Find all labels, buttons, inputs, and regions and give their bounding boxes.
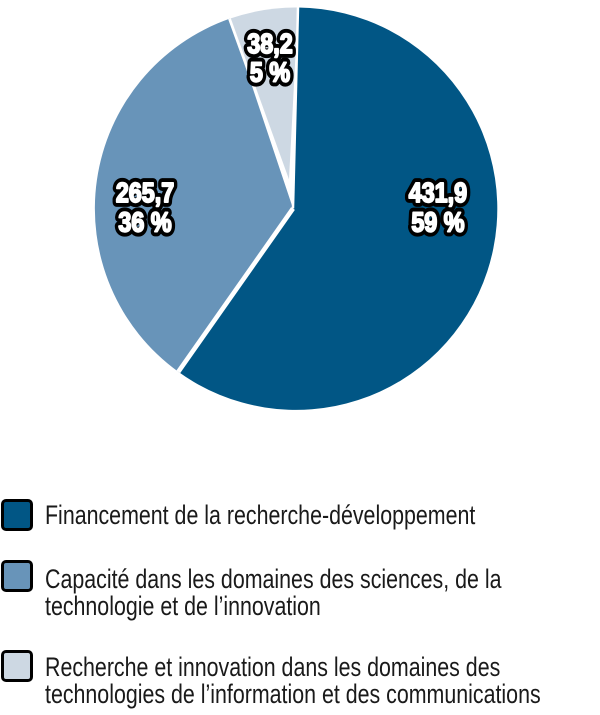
svg-text:38,2: 38,2 — [247, 29, 292, 59]
svg-text:36 %: 36 % — [118, 208, 171, 238]
svg-text:431,9: 431,9 — [409, 178, 467, 208]
svg-text:265,7: 265,7 — [116, 178, 174, 208]
svg-text:5 %: 5 % — [250, 58, 290, 88]
svg-text:59 %: 59 % — [411, 208, 464, 238]
svg-text:5 %: 5 % — [250, 58, 290, 88]
svg-text:265,7: 265,7 — [116, 178, 174, 208]
svg-text:431,9: 431,9 — [409, 178, 467, 208]
svg-text:38,2: 38,2 — [247, 29, 292, 59]
svg-text:36 %: 36 % — [118, 208, 171, 238]
svg-text:59 %: 59 % — [411, 208, 464, 238]
